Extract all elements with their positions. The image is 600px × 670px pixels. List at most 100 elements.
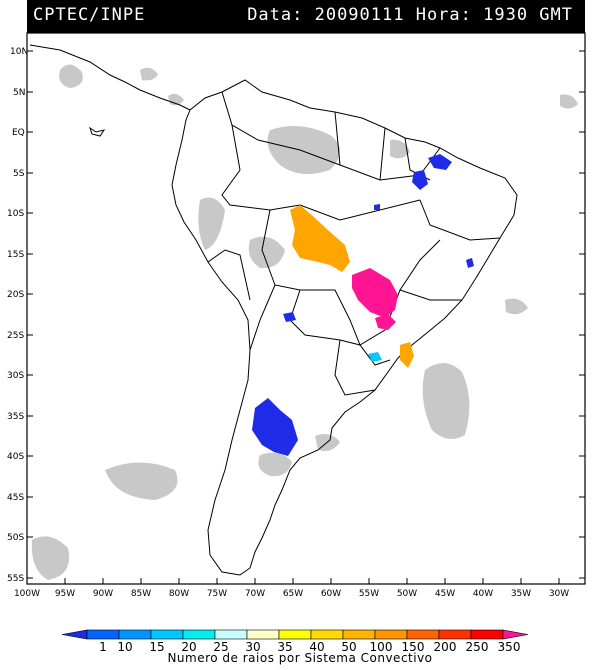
border-line bbox=[399, 289, 462, 301]
lon-label: 35W bbox=[511, 589, 531, 599]
lon-label: 100W bbox=[14, 589, 40, 599]
map-header: CPTEC/INPE Data: 20090111 Hora: 1930 GMT bbox=[27, 0, 585, 33]
south-america-coast bbox=[171, 79, 518, 576]
lightning-clusters bbox=[252, 154, 474, 456]
colorbar-segment bbox=[438, 629, 472, 640]
cluster-blue bbox=[283, 312, 296, 322]
colorbar-tick: 15 bbox=[149, 640, 164, 654]
colorbar-segment bbox=[246, 629, 280, 640]
cluster-blue bbox=[412, 170, 428, 190]
colorbar-segment bbox=[150, 629, 184, 640]
lon-label: 95W bbox=[55, 589, 75, 599]
colorbar-segment bbox=[182, 629, 216, 640]
lat-labels: 10N 5N EQ 5S 10S 15S 20S 25S 30S 35S 40S… bbox=[7, 47, 28, 584]
colorbar-title: Numero de raios por Sistema Convectivo bbox=[167, 651, 433, 665]
colorbar-segment bbox=[374, 629, 408, 640]
colorbar-segment bbox=[342, 629, 376, 640]
lon-label: 45W bbox=[435, 589, 455, 599]
cloud-patch bbox=[198, 197, 225, 250]
lat-label: 55S bbox=[7, 574, 24, 584]
border-line bbox=[334, 339, 376, 396]
lon-label: 60W bbox=[321, 589, 341, 599]
lon-label: 50W bbox=[397, 589, 417, 599]
datetime-label: Data: 20090111 Hora: 1930 GMT bbox=[247, 5, 573, 25]
colorbar bbox=[61, 629, 529, 640]
colorbar-segment bbox=[278, 629, 312, 640]
colorbar-tick: 20 bbox=[181, 640, 196, 654]
cluster-blue bbox=[428, 154, 452, 170]
colorbar-tick: 40 bbox=[309, 640, 324, 654]
cluster-cyan bbox=[368, 352, 382, 362]
island bbox=[89, 126, 106, 137]
colorbar-segment bbox=[470, 629, 504, 640]
cloud-patch bbox=[258, 452, 292, 477]
cloud-patch bbox=[140, 67, 158, 81]
colorbar-segment bbox=[214, 629, 248, 640]
colorbar-tick: 1 bbox=[99, 640, 107, 654]
map-frame bbox=[26, 32, 586, 585]
border-line bbox=[379, 127, 386, 181]
cluster-blue bbox=[466, 258, 474, 268]
colorbar-tick: 150 bbox=[402, 640, 425, 654]
cloud-patch bbox=[505, 298, 528, 315]
colorbar-tick: 100 bbox=[370, 640, 393, 654]
lat-label: 25S bbox=[7, 331, 24, 341]
cluster-blue bbox=[374, 204, 380, 210]
cloud-patch bbox=[560, 94, 578, 109]
lon-label: 80W bbox=[169, 589, 189, 599]
lon-label: 55W bbox=[359, 589, 379, 599]
lon-label: 40W bbox=[473, 589, 493, 599]
cluster-orange bbox=[400, 342, 414, 368]
colorbar-ticks: 1 10 15 20 25 30 35 40 50 100 150 200 25… bbox=[99, 640, 520, 654]
colorbar-segment bbox=[86, 629, 120, 640]
border-line bbox=[261, 209, 441, 346]
central-america-coast bbox=[29, 44, 191, 111]
lat-label: 5N bbox=[13, 88, 25, 98]
lon-label: 85W bbox=[131, 589, 151, 599]
lat-label: 5S bbox=[13, 169, 25, 179]
lat-label: 35S bbox=[7, 412, 24, 422]
lon-ticks bbox=[26, 578, 560, 584]
colorbar-arrow-left bbox=[61, 629, 88, 640]
lon-label: 75W bbox=[207, 589, 227, 599]
colorbar-arrow-right bbox=[502, 629, 529, 640]
lat-label: 10N bbox=[10, 47, 28, 57]
colorbar-tick: 30 bbox=[245, 640, 260, 654]
colorbar-tick: 200 bbox=[434, 640, 457, 654]
source-label: CPTEC/INPE bbox=[33, 5, 146, 25]
lat-label: 10S bbox=[7, 209, 24, 219]
cloud-fields bbox=[31, 64, 578, 580]
lon-labels: 100W 95W 90W 85W 80W 75W 70W 65W 60W 55W… bbox=[14, 589, 569, 599]
border-line bbox=[334, 111, 341, 166]
lat-label: 30S bbox=[7, 371, 24, 381]
lon-label: 30W bbox=[549, 589, 569, 599]
colorbar-tick: 350 bbox=[498, 640, 521, 654]
lon-label: 70W bbox=[245, 589, 265, 599]
colorbar-segment bbox=[118, 629, 152, 640]
cloud-patch bbox=[422, 362, 470, 439]
border-line bbox=[249, 284, 276, 351]
lat-label: 20S bbox=[7, 290, 24, 300]
lat-label: 50S bbox=[7, 533, 24, 543]
cluster-magenta bbox=[352, 268, 398, 318]
colorbar-tick: 10 bbox=[117, 640, 132, 654]
lat-ticks bbox=[27, 50, 585, 579]
cloud-patch bbox=[31, 536, 70, 580]
lat-label: EQ bbox=[12, 128, 25, 138]
cloud-patch bbox=[59, 64, 83, 88]
cloud-patch bbox=[390, 139, 410, 159]
lon-label: 90W bbox=[93, 589, 113, 599]
lat-label: 15S bbox=[7, 250, 24, 260]
border-line bbox=[419, 199, 501, 241]
border-line bbox=[207, 249, 251, 301]
cluster-blue bbox=[252, 398, 298, 456]
cluster-orange bbox=[290, 205, 350, 272]
colorbar-tick: 35 bbox=[277, 640, 292, 654]
lat-label: 45S bbox=[7, 493, 24, 503]
cloud-patch bbox=[105, 462, 178, 500]
colorbar-tick: 50 bbox=[341, 640, 356, 654]
lat-label: 40S bbox=[7, 452, 24, 462]
cloud-patch bbox=[267, 126, 340, 174]
cloud-patch bbox=[248, 236, 285, 269]
